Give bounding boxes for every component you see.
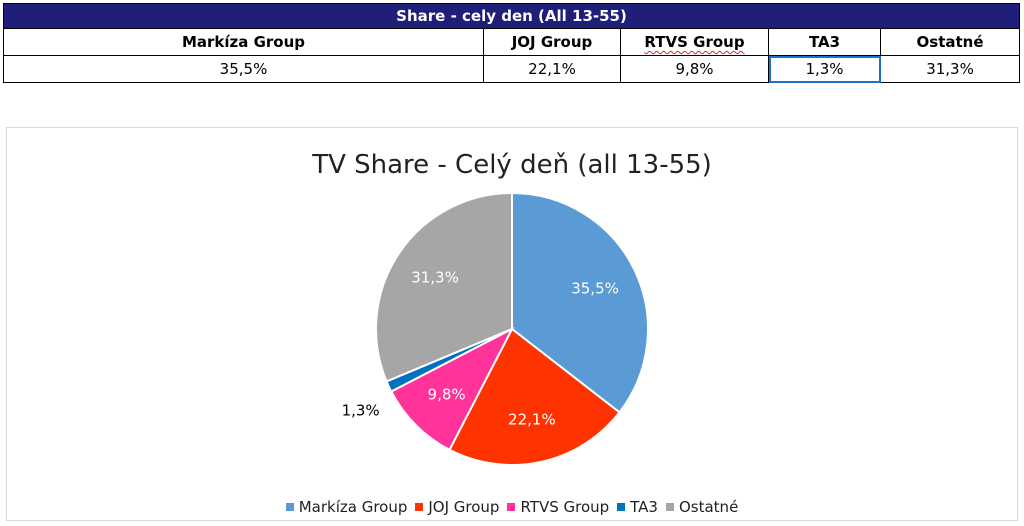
pie-slice-5[interactable]	[375, 191, 513, 383]
legend-label-2: JOJ Group	[428, 498, 500, 516]
pie-data-label-3: 9,8%	[428, 385, 466, 403]
legend-swatch-4	[617, 502, 626, 511]
legend-item-2[interactable]: JOJ Group	[415, 498, 499, 516]
pie-chart[interactable]: 35,5% 22,1% 9,8% 1,3% 31,3%	[7, 128, 1017, 520]
header-rtvs-label: RTVS Group	[644, 33, 745, 51]
pie-data-label-1: 35,5%	[571, 279, 619, 297]
value-ta3-selected-cell[interactable]: 1,3%	[768, 55, 881, 83]
legend-label-4: TA3	[630, 498, 658, 516]
header-joj[interactable]: JOJ Group	[483, 28, 621, 56]
share-table: Share - cely den (All 13-55) Markíza Gro…	[2, 3, 1021, 83]
legend-swatch-5	[665, 502, 674, 511]
legend-swatch-2	[415, 502, 424, 511]
legend-label-5: Ostatné	[678, 498, 739, 516]
pie-data-label-4: 1,3%	[342, 402, 380, 420]
header-ostatne[interactable]: Ostatné	[879, 28, 1021, 56]
header-rtvs[interactable]: RTVS Group	[620, 28, 769, 56]
pie-data-label-2: 22,1%	[508, 410, 556, 428]
legend-swatch-3	[507, 502, 516, 511]
value-ostatne[interactable]: 31,3%	[879, 55, 1021, 83]
legend-label-3: RTVS Group	[520, 498, 610, 516]
legend-item-3[interactable]: RTVS Group	[507, 498, 609, 516]
table-title[interactable]: Share - cely den (All 13-55)	[2, 3, 1021, 29]
pie-slice-1[interactable]	[511, 191, 649, 414]
legend-item-1[interactable]: Markíza Group	[285, 498, 408, 516]
value-rtvs[interactable]: 9,8%	[620, 55, 769, 83]
legend-label-1: Markíza Group	[298, 498, 408, 516]
pie-data-label-5: 31,3%	[411, 269, 459, 287]
pie-slice-3[interactable]	[389, 326, 515, 452]
legend-swatch-1	[285, 502, 294, 511]
legend-item-4[interactable]: TA3	[617, 498, 658, 516]
value-joj[interactable]: 22,1%	[483, 55, 621, 83]
chart-legend[interactable]: Markíza Group JOJ Group RTVS Group TA3 Ostat…	[7, 498, 1017, 516]
value-markiza[interactable]: 35,5%	[3, 55, 484, 83]
header-markiza[interactable]: Markíza Group	[3, 28, 484, 56]
legend-item-5[interactable]: Ostatné	[665, 498, 739, 516]
chart-title: TV Share - Celý deň (all 13-55)	[312, 150, 712, 180]
header-ta3[interactable]: TA3	[768, 28, 881, 56]
pie-slice-2[interactable]	[448, 327, 621, 466]
pie-chart-area[interactable]: TV Share - Celý deň (all 13-55) 35,5% 22,…	[6, 127, 1018, 521]
